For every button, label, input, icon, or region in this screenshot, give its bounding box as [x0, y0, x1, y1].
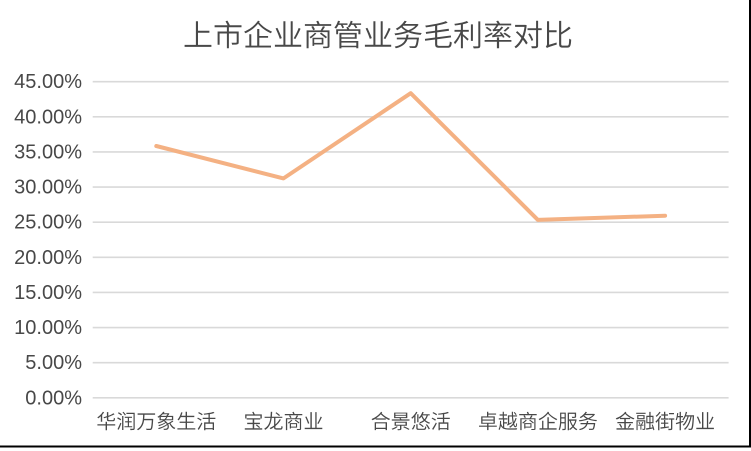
svg-text:40.00%: 40.00% [14, 106, 82, 128]
svg-text:5.00%: 5.00% [25, 352, 82, 374]
svg-text:20.00%: 20.00% [14, 247, 82, 269]
svg-text:25.00%: 25.00% [14, 212, 82, 234]
svg-text:15.00%: 15.00% [14, 282, 82, 304]
svg-text:10.00%: 10.00% [14, 317, 82, 339]
svg-text:45.00%: 45.00% [14, 71, 82, 93]
svg-text:30.00%: 30.00% [14, 177, 82, 199]
svg-text:0.00%: 0.00% [25, 387, 82, 409]
svg-text:35.00%: 35.00% [14, 141, 82, 163]
